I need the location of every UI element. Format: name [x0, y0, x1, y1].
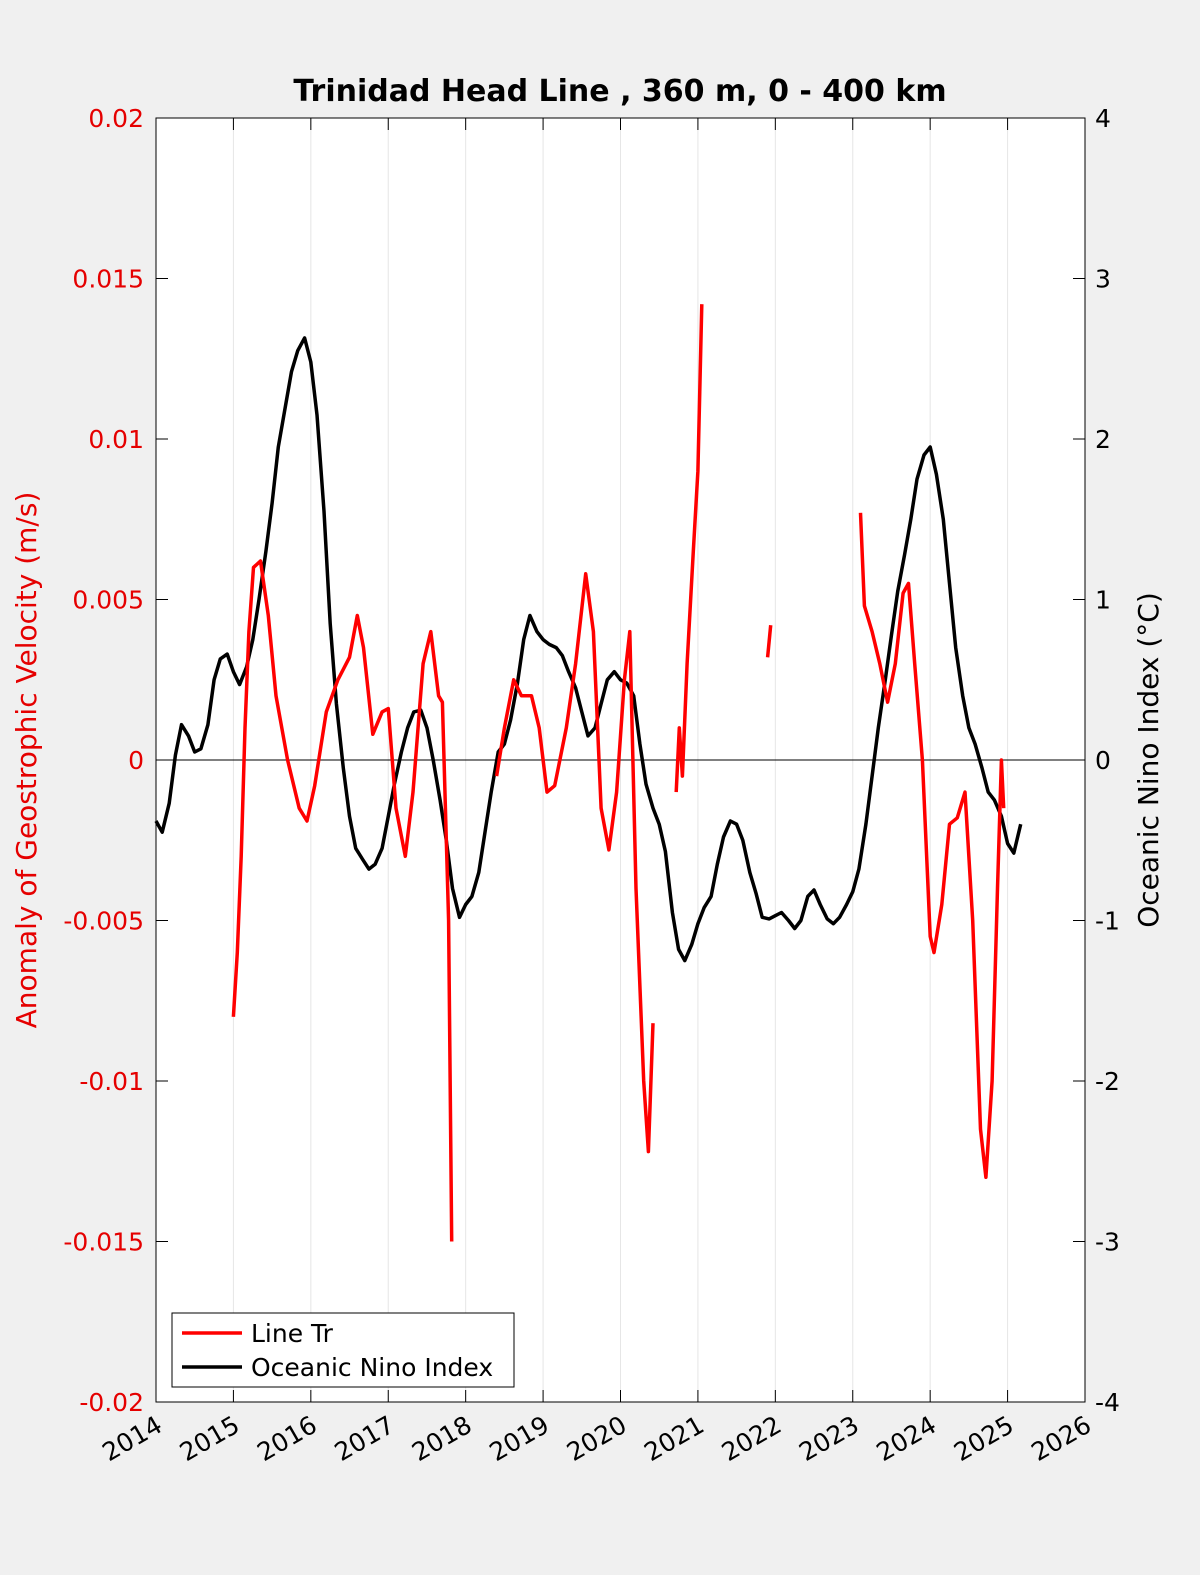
- tick-label-right: -1: [1095, 907, 1120, 936]
- tick-label-right: -4: [1095, 1388, 1120, 1417]
- tick-label-left: -0.02: [79, 1388, 144, 1417]
- tick-label-right: -2: [1095, 1067, 1120, 1096]
- legend-label-oni: Oceanic Nino Index: [251, 1353, 493, 1382]
- tick-label-right: 4: [1095, 104, 1111, 133]
- tick-label-x: 2014: [97, 1410, 167, 1467]
- series-oceanic-nino-index-segment-0: [154, 336, 1023, 963]
- tick-label-right: 0: [1095, 746, 1111, 775]
- tick-label-left: -0.01: [79, 1067, 144, 1096]
- series-line-tr-segment-2: [674, 304, 704, 793]
- legend-label-line-tr: Line Tr: [251, 1319, 334, 1348]
- series-line-tr-segment-1: [494, 572, 655, 1154]
- tick-label-x: 2022: [717, 1410, 787, 1467]
- series-line-tr-segment-4: [858, 512, 1006, 1180]
- series-line-tr-segment-0: [231, 559, 454, 1242]
- tick-label-right: -3: [1095, 1228, 1120, 1257]
- tick-label-left: 0.01: [88, 425, 144, 454]
- legend-box: [171, 1312, 515, 1388]
- tick-label-x: 2020: [562, 1410, 632, 1467]
- tick-label-left: 0.02: [88, 104, 144, 133]
- tick-label-x: 2016: [252, 1410, 322, 1467]
- tick-label-x: 2021: [639, 1410, 709, 1467]
- y-axis-label-right: Oceanic Nino Index (°C): [1132, 592, 1165, 928]
- tick-label-right: 1: [1095, 586, 1111, 615]
- legend: Line Tr Oceanic Nino Index: [171, 1312, 515, 1388]
- tick-label-left: 0.005: [72, 586, 144, 615]
- tick-label-right: 3: [1095, 265, 1111, 294]
- tick-label-left: 0: [128, 746, 144, 775]
- left-axis-ticks: 0.02 0.015 0.01 0.005 0 -0.005 -0.01 -0.015 -0.0…: [63, 104, 168, 1417]
- tick-label-left: 0.015: [72, 265, 144, 294]
- tick-label-x: 2026: [1026, 1410, 1096, 1467]
- series-layer: [154, 304, 1023, 1242]
- tick-label-x: 2018: [407, 1410, 477, 1467]
- tick-label-x: 2023: [794, 1410, 864, 1467]
- tick-label-right: 2: [1095, 425, 1111, 454]
- tick-label-x: 2017: [330, 1410, 400, 1467]
- tick-label-x: 2015: [175, 1410, 245, 1467]
- series-line-tr-segment-3: [765, 625, 773, 658]
- right-axis-ticks: 4 3 2 1 0 -1 -2 -3 -4: [1073, 104, 1120, 1417]
- chart-title: Trinidad Head Line , 360 m, 0 - 400 km: [293, 74, 946, 109]
- tick-label-left: -0.005: [63, 907, 144, 936]
- tick-label-x: 2024: [872, 1410, 942, 1467]
- y-axis-label-left: Anomaly of Geostrophic Velocity (m/s): [10, 492, 43, 1029]
- tick-label-left: -0.015: [63, 1228, 144, 1257]
- tick-label-x: 2019: [484, 1410, 554, 1467]
- tick-label-x: 2025: [949, 1410, 1019, 1467]
